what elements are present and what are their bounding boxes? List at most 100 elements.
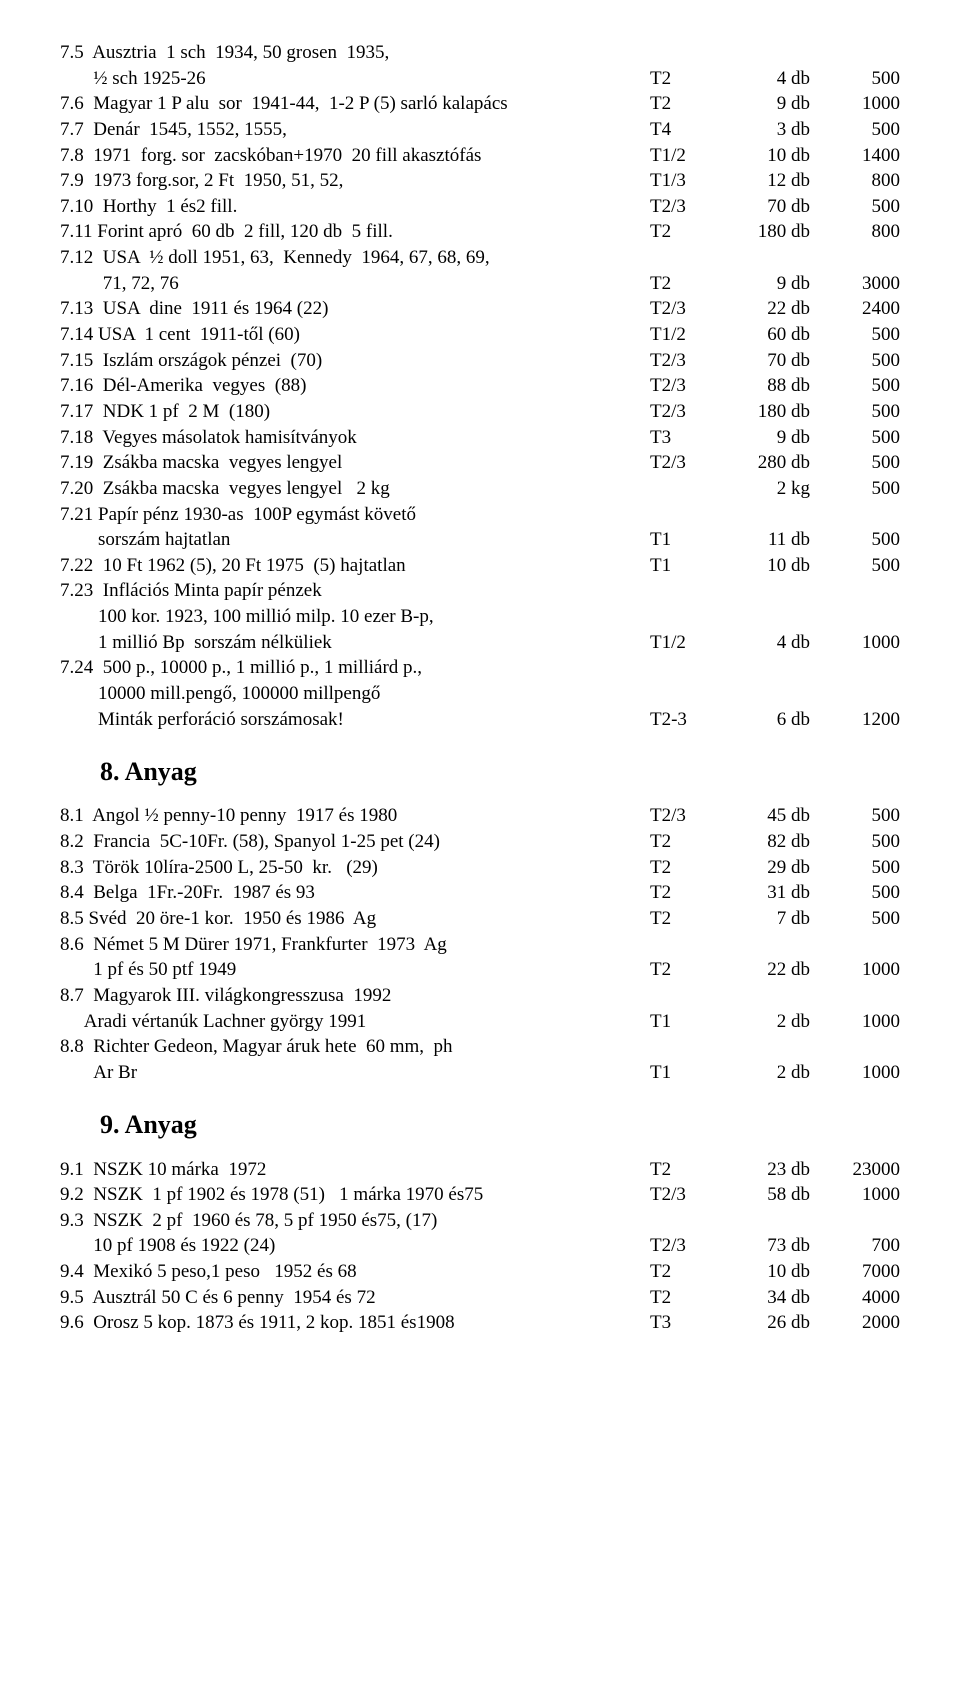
catalog-row: 8.2 Francia 5C-10Fr. (58), Spanyol 1-25 … [60,829,900,855]
section-9-rows: 9.1 NSZK 10 márka 1972T223 db230009.2 NS… [60,1157,900,1336]
row-price: 1000 [810,91,900,117]
row-code: T2 [650,91,720,117]
row-price: 500 [810,527,900,553]
section-8-heading: 8. Anyag [100,754,900,789]
catalog-row: 7.7 Denár 1545, 1552, 1555,T43 db500 [60,117,900,143]
row-quantity: 3 db [720,117,810,143]
row-description: ½ sch 1925-26 [60,66,650,92]
row-code: T2 [650,829,720,855]
catalog-row: 7.14 USA 1 cent 1911-től (60)T1/260 db50… [60,322,900,348]
catalog-row: 7.11 Forint apró 60 db 2 fill, 120 db 5 … [60,219,900,245]
row-quantity: 45 db [720,803,810,829]
row-description: 8.1 Angol ½ penny-10 penny 1917 és 1980 [60,803,650,829]
row-quantity: 9 db [720,91,810,117]
row-description: 7.13 USA dine 1911 és 1964 (22) [60,296,650,322]
catalog-row: 71, 72, 76T29 db3000 [60,271,900,297]
row-quantity: 9 db [720,271,810,297]
catalog-row: 7.10 Horthy 1 és2 fill.T2/370 db500 [60,194,900,220]
row-price: 500 [810,906,900,932]
catalog-row: 7.20 Zsákba macska vegyes lengyel 2 kg2 … [60,476,900,502]
section-8-rows: 8.1 Angol ½ penny-10 penny 1917 és 1980T… [60,803,900,1085]
row-quantity: 73 db [720,1233,810,1259]
row-description: 9.6 Orosz 5 kop. 1873 és 1911, 2 kop. 18… [60,1310,650,1336]
catalog-row: 10000 mill.pengő, 100000 millpengő [60,681,900,707]
row-description: sorszám hajtatlan [60,527,650,553]
row-description: 1 millió Bp sorszám nélküliek [60,630,650,656]
row-quantity: 10 db [720,553,810,579]
row-description: 7.23 Inflációs Minta papír pénzek [60,578,650,604]
catalog-row: 7.6 Magyar 1 P alu sor 1941-44, 1-2 P (5… [60,91,900,117]
catalog-row: ½ sch 1925-26T24 db500 [60,66,900,92]
row-quantity: 26 db [720,1310,810,1336]
row-description: 8.7 Magyarok III. világkongresszusa 1992 [60,983,650,1009]
row-description: 9.1 NSZK 10 márka 1972 [60,1157,650,1183]
row-quantity: 60 db [720,322,810,348]
row-quantity: 2 db [720,1060,810,1086]
catalog-row: Ar BrT12 db1000 [60,1060,900,1086]
catalog-row: 7.15 Iszlám országok pénzei (70)T2/370 d… [60,348,900,374]
row-quantity: 4 db [720,66,810,92]
row-description: 7.8 1971 forg. sor zacskóban+1970 20 fil… [60,143,650,169]
catalog-row: 9.6 Orosz 5 kop. 1873 és 1911, 2 kop. 18… [60,1310,900,1336]
row-description: 7.20 Zsákba macska vegyes lengyel 2 kg [60,476,650,502]
row-price: 1000 [810,630,900,656]
catalog-row: 8.1 Angol ½ penny-10 penny 1917 és 1980T… [60,803,900,829]
catalog-row: 8.8 Richter Gedeon, Magyar áruk hete 60 … [60,1034,900,1060]
row-code: T3 [650,1310,720,1336]
row-code: T2/3 [650,1233,720,1259]
row-description: 10000 mill.pengő, 100000 millpengő [60,681,650,707]
row-price: 1400 [810,143,900,169]
row-price: 500 [810,803,900,829]
row-description: 7.12 USA ½ doll 1951, 63, Kennedy 1964, … [60,245,650,271]
row-code: T1/2 [650,143,720,169]
row-price: 1000 [810,1009,900,1035]
row-price: 1000 [810,1060,900,1086]
row-description: 7.10 Horthy 1 és2 fill. [60,194,650,220]
row-price: 500 [810,348,900,374]
row-code: T2 [650,271,720,297]
row-quantity: 10 db [720,143,810,169]
row-quantity: 12 db [720,168,810,194]
row-code: T2 [650,855,720,881]
row-code: T2/3 [650,348,720,374]
row-code: T2/3 [650,803,720,829]
catalog-row: 8.3 Török 10líra-2500 L, 25-50 kr. (29)T… [60,855,900,881]
row-price: 500 [810,322,900,348]
row-code: T2 [650,880,720,906]
row-code: T2 [650,957,720,983]
catalog-row: 7.17 NDK 1 pf 2 M (180)T2/3180 db500 [60,399,900,425]
row-quantity: 6 db [720,707,810,733]
catalog-row: 9.2 NSZK 1 pf 1902 és 1978 (51) 1 márka … [60,1182,900,1208]
catalog-row: 100 kor. 1923, 100 millió milp. 10 ezer … [60,604,900,630]
row-description: 9.4 Mexikó 5 peso,1 peso 1952 és 68 [60,1259,650,1285]
row-description: 8.8 Richter Gedeon, Magyar áruk hete 60 … [60,1034,650,1060]
row-description: 7.16 Dél-Amerika vegyes (88) [60,373,650,399]
row-description: 10 pf 1908 és 1922 (24) [60,1233,650,1259]
row-description: 9.5 Ausztrál 50 C és 6 penny 1954 és 72 [60,1285,650,1311]
row-description: 7.24 500 p., 10000 p., 1 millió p., 1 mi… [60,655,650,681]
row-code: T1 [650,553,720,579]
row-code: T4 [650,117,720,143]
catalog-row: 8.6 Német 5 M Dürer 1971, Frankfurter 19… [60,932,900,958]
row-description: 8.2 Francia 5C-10Fr. (58), Spanyol 1-25 … [60,829,650,855]
row-quantity: 82 db [720,829,810,855]
row-code: T2 [650,1157,720,1183]
row-price: 500 [810,117,900,143]
row-description: 7.9 1973 forg.sor, 2 Ft 1950, 51, 52, [60,168,650,194]
catalog-row: 8.7 Magyarok III. világkongresszusa 1992 [60,983,900,1009]
row-price: 3000 [810,271,900,297]
row-quantity: 180 db [720,219,810,245]
catalog-row: 7.13 USA dine 1911 és 1964 (22)T2/322 db… [60,296,900,322]
row-price: 7000 [810,1259,900,1285]
row-price: 2000 [810,1310,900,1336]
row-quantity: 2 db [720,1009,810,1035]
row-description: 7.15 Iszlám országok pénzei (70) [60,348,650,374]
row-code: T2 [650,906,720,932]
row-description: 7.21 Papír pénz 1930-as 100P egymást köv… [60,502,650,528]
row-description: 100 kor. 1923, 100 millió milp. 10 ezer … [60,604,650,630]
row-quantity: 88 db [720,373,810,399]
catalog-row: 7.21 Papír pénz 1930-as 100P egymást köv… [60,502,900,528]
catalog-row: 7.8 1971 forg. sor zacskóban+1970 20 fil… [60,143,900,169]
row-description: 7.6 Magyar 1 P alu sor 1941-44, 1-2 P (5… [60,91,650,117]
row-description: 8.3 Török 10líra-2500 L, 25-50 kr. (29) [60,855,650,881]
